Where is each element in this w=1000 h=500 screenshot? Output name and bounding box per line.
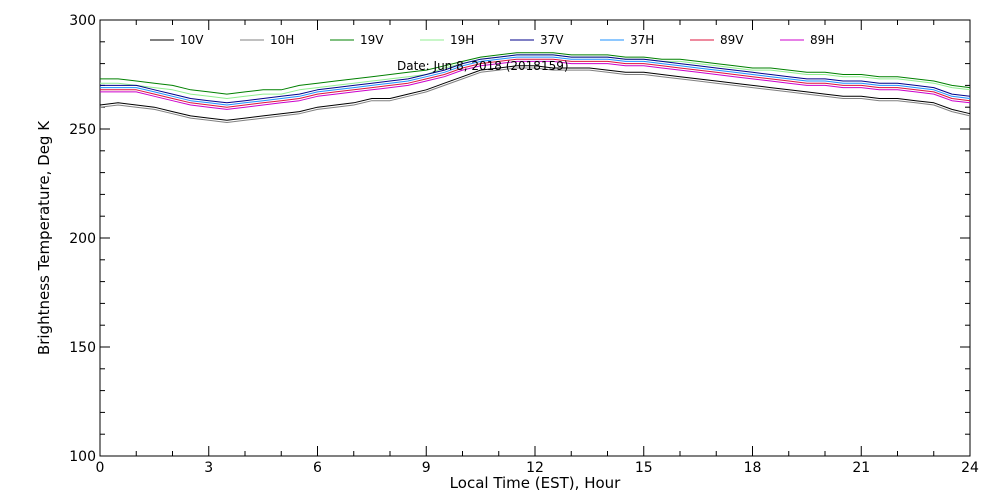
legend-label: 37V bbox=[540, 33, 564, 47]
legend-label: 37H bbox=[630, 33, 654, 47]
series-line-10h bbox=[99, 67, 971, 123]
series-line-37h bbox=[100, 56, 971, 106]
x-tick-label: 15 bbox=[635, 460, 653, 476]
y-tick-label: 300 bbox=[69, 13, 96, 29]
series-line-10v bbox=[99, 65, 971, 121]
x-tick-label: 3 bbox=[204, 460, 213, 476]
y-tick-label: 150 bbox=[69, 340, 96, 356]
y-tick-label: 200 bbox=[69, 231, 96, 247]
series-line-19v bbox=[100, 52, 971, 95]
x-tick-label: 12 bbox=[526, 460, 544, 476]
date-annotation: Date: Jun 8, 2018 (2018159) bbox=[397, 59, 569, 73]
y-ticks: 100 150 200 250 300 bbox=[69, 13, 970, 465]
series-line-89h bbox=[100, 60, 971, 110]
y-tick-label: 250 bbox=[69, 122, 96, 138]
series-line-89v bbox=[100, 58, 971, 108]
y-tick-label: 100 bbox=[69, 449, 96, 465]
x-tick-label: 0 bbox=[96, 460, 105, 476]
legend-label: 19H bbox=[450, 33, 474, 47]
x-ticks: 0 3 6 9 12 15 18 21 24 bbox=[96, 20, 979, 476]
series-lines bbox=[99, 52, 971, 123]
x-tick-label: 21 bbox=[852, 460, 870, 476]
x-tick-label: 18 bbox=[744, 460, 762, 476]
legend-label: 10H bbox=[270, 33, 294, 47]
legend: 10V 10H 19V 19H 37V 37H 89V 89H bbox=[150, 33, 834, 47]
x-tick-label: 24 bbox=[961, 460, 979, 476]
x-tick-label: 9 bbox=[422, 460, 431, 476]
series-line-37v bbox=[100, 54, 971, 104]
x-axis-label: Local Time (EST), Hour bbox=[450, 474, 621, 492]
legend-label: 10V bbox=[180, 33, 204, 47]
y-axis-label: Brightness Temperature, Deg K bbox=[35, 120, 53, 355]
legend-label: 19V bbox=[360, 33, 384, 47]
legend-label: 89V bbox=[720, 33, 744, 47]
x-tick-label: 6 bbox=[313, 460, 322, 476]
legend-label: 89H bbox=[810, 33, 834, 47]
